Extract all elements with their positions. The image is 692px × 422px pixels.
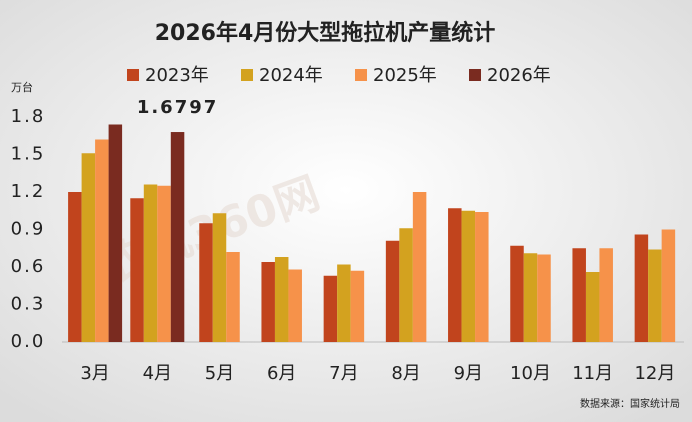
- bar: [143, 184, 158, 342]
- x-tick-label: 6月: [267, 363, 296, 384]
- y-tick-label: 1.5: [11, 144, 46, 165]
- bar: [412, 192, 427, 342]
- chart-title: 2026年4月份大型拖拉机产量统计: [155, 20, 496, 46]
- y-tick-label: 0.9: [11, 219, 46, 240]
- x-tick-label: 8月: [391, 363, 420, 384]
- y-tick-label: 1.8: [11, 106, 46, 127]
- bar: [212, 213, 227, 342]
- bar: [95, 139, 109, 342]
- legend-swatch: [469, 69, 481, 81]
- bar: [461, 210, 476, 342]
- bar: [68, 192, 82, 342]
- x-tick-label: 9月: [454, 363, 483, 384]
- legend-swatch: [355, 69, 367, 81]
- bar: [475, 212, 489, 342]
- bar: [537, 254, 551, 342]
- bar: [634, 234, 649, 342]
- y-tick-label: 0.3: [11, 294, 46, 315]
- bar: [261, 262, 275, 342]
- bar: [337, 264, 351, 342]
- legend-swatch: [127, 69, 139, 81]
- legend-label: 2026年: [487, 65, 551, 86]
- bar: [226, 252, 240, 342]
- source-note: 数据来源：国家统计局: [580, 397, 680, 410]
- x-tick-label: 7月: [329, 363, 358, 384]
- bar: [661, 229, 676, 342]
- x-tick-label: 3月: [80, 363, 109, 384]
- bar: [448, 208, 462, 342]
- bar: [385, 240, 400, 342]
- bar: [274, 257, 289, 342]
- bar: [323, 275, 338, 342]
- legend-label: 2023年: [145, 65, 209, 86]
- data-label: 1.6797: [137, 97, 218, 118]
- bar: [648, 249, 662, 342]
- x-tick-label: 4月: [143, 363, 172, 384]
- y-unit: 万台: [11, 80, 33, 94]
- bar: [510, 245, 524, 342]
- bar: [399, 228, 413, 342]
- y-tick-label: 0.0: [11, 331, 46, 352]
- bar: [130, 198, 144, 342]
- legend-label: 2024年: [259, 65, 323, 86]
- legend-swatch: [241, 69, 253, 81]
- bar: [350, 270, 365, 342]
- bar: [599, 248, 613, 342]
- y-tick-label: 0.6: [11, 256, 46, 277]
- bar: [199, 223, 213, 342]
- bar: [585, 272, 600, 342]
- x-tick-label: 10月: [510, 363, 551, 384]
- bar: [572, 248, 586, 342]
- legend-label: 2025年: [373, 65, 437, 86]
- x-tick-label: 11月: [572, 363, 613, 384]
- bar: [108, 124, 123, 342]
- x-tick-label: 12月: [634, 363, 675, 384]
- bar: [170, 132, 185, 342]
- bar: [81, 153, 96, 342]
- bar: [288, 269, 302, 342]
- y-tick-label: 1.2: [11, 181, 46, 202]
- x-tick-label: 5月: [205, 363, 234, 384]
- bar: [157, 185, 171, 342]
- bar: [523, 253, 538, 342]
